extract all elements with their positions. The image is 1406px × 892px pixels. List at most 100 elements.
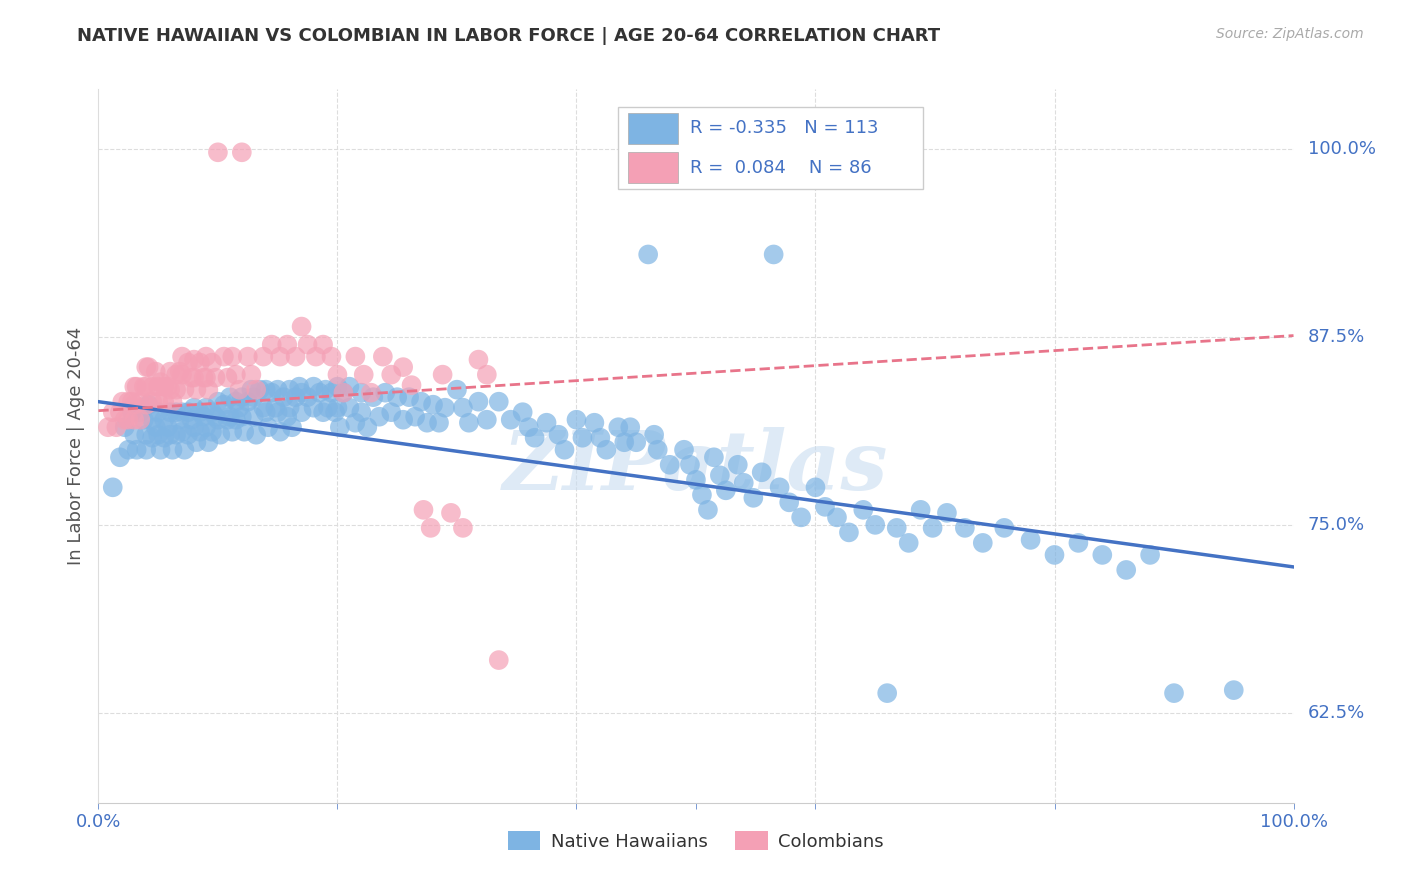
Point (135, 379, 157, 393)
Point (814, 500, 837, 514)
Point (412, 503, 434, 517)
Point (993, 521, 1015, 535)
Point (467, 394, 489, 409)
Point (169, 413, 191, 427)
Point (332, 385, 354, 400)
Point (838, 525, 860, 540)
Point (326, 368, 349, 382)
Point (467, 352, 489, 367)
Point (207, 145, 229, 160)
Point (231, 409, 253, 424)
Point (742, 491, 765, 505)
Point (404, 409, 426, 424)
Point (148, 379, 170, 393)
Point (583, 416, 606, 430)
Point (183, 401, 205, 415)
Point (186, 435, 208, 450)
Point (273, 390, 295, 404)
Point (398, 390, 420, 404)
Point (953, 521, 976, 535)
Point (159, 365, 181, 379)
FancyBboxPatch shape (619, 107, 922, 189)
Point (141, 394, 163, 409)
Point (371, 350, 394, 364)
Point (703, 450, 725, 465)
Point (363, 390, 385, 404)
Point (690, 488, 713, 502)
Point (180, 370, 202, 384)
Legend: Native Hawaiians, Colombians: Native Hawaiians, Colombians (501, 824, 891, 858)
Point (195, 350, 218, 364)
Point (284, 350, 307, 364)
Point (212, 350, 235, 364)
Point (607, 420, 630, 434)
Point (595, 442, 617, 457)
Point (141, 379, 163, 393)
Point (260, 337, 283, 351)
Point (323, 405, 346, 419)
Point (316, 401, 339, 415)
Point (217, 413, 239, 427)
Point (451, 521, 474, 535)
Point (658, 458, 681, 472)
Point (135, 360, 157, 375)
Point (380, 368, 402, 382)
Point (225, 413, 247, 427)
Point (446, 383, 468, 397)
Point (613, 435, 636, 450)
Point (159, 427, 181, 442)
Point (138, 398, 160, 412)
Point (159, 383, 181, 397)
Point (197, 435, 219, 450)
Point (165, 405, 187, 419)
Point (278, 401, 301, 415)
Point (195, 401, 218, 415)
Point (305, 350, 328, 364)
Point (339, 379, 361, 393)
Point (149, 442, 172, 457)
Point (344, 416, 367, 430)
Point (350, 385, 373, 400)
Point (135, 442, 157, 457)
Point (153, 394, 176, 409)
Point (392, 413, 415, 427)
Point (697, 503, 720, 517)
Point (225, 368, 247, 382)
Point (153, 379, 176, 393)
Point (685, 473, 707, 487)
Text: 100.0%: 100.0% (1308, 140, 1376, 158)
Point (936, 506, 959, 520)
Point (129, 413, 152, 427)
Text: R = -0.335   N = 113: R = -0.335 N = 113 (690, 120, 879, 137)
Point (177, 356, 200, 370)
Point (165, 383, 187, 397)
Point (637, 247, 659, 261)
Point (231, 145, 253, 160)
Point (156, 420, 179, 434)
Point (252, 350, 274, 364)
Point (221, 425, 243, 439)
Point (188, 405, 211, 419)
Point (1115, 563, 1137, 577)
Point (105, 420, 128, 434)
Point (97, 420, 120, 434)
Point (145, 420, 167, 434)
Point (458, 416, 481, 430)
Point (117, 413, 139, 427)
Point (647, 442, 669, 457)
Point (451, 401, 474, 415)
Point (499, 413, 522, 427)
Point (269, 425, 291, 439)
Point (284, 390, 307, 404)
Point (281, 420, 304, 434)
Point (434, 401, 457, 415)
Point (124, 413, 146, 427)
Point (512, 405, 534, 419)
Point (207, 413, 229, 427)
Point (427, 416, 450, 430)
Point (1067, 536, 1090, 550)
Point (374, 385, 396, 400)
Point (401, 378, 423, 392)
Point (1223, 683, 1246, 698)
Text: NATIVE HAWAIIAN VS COLOMBIAN IN LABOR FORCE | AGE 20-64 CORRELATION CHART: NATIVE HAWAIIAN VS COLOMBIAN IN LABOR FO… (77, 27, 941, 45)
